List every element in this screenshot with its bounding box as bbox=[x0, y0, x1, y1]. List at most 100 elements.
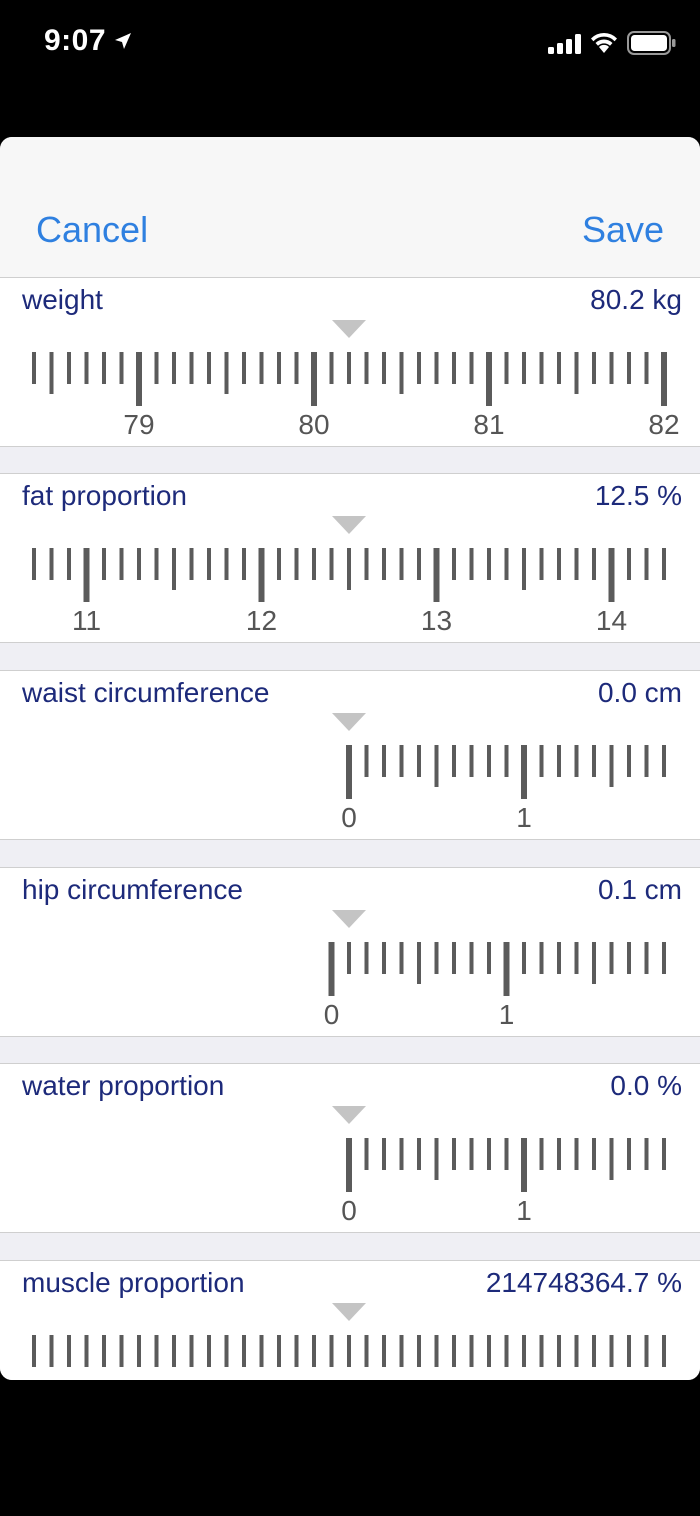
save-button[interactable]: Save bbox=[581, 209, 664, 250]
hip-circumference-label: hip circumference bbox=[22, 874, 243, 905]
ruler-tick bbox=[434, 745, 439, 787]
ruler-tick bbox=[137, 1335, 141, 1367]
ruler-tick bbox=[32, 548, 36, 580]
ruler-tick bbox=[242, 1335, 246, 1367]
ruler-tick bbox=[364, 942, 369, 974]
ruler-tick bbox=[452, 745, 456, 777]
ruler-tick bbox=[32, 352, 36, 384]
ruler-tick bbox=[136, 352, 142, 406]
muscle-proportion-ruler[interactable] bbox=[0, 1299, 700, 1380]
ruler-tick bbox=[557, 1138, 561, 1170]
ruler-tick bbox=[224, 548, 229, 580]
ruler-tick bbox=[399, 942, 404, 974]
ruler-tick bbox=[49, 548, 54, 580]
ruler-tick bbox=[84, 352, 89, 384]
ruler-tick bbox=[49, 352, 54, 394]
ruler-pointer-icon bbox=[332, 1303, 366, 1321]
ruler-tick bbox=[539, 745, 544, 777]
ruler-tick bbox=[504, 1138, 509, 1170]
ruler-tick bbox=[522, 352, 526, 384]
ruler-svg[interactable] bbox=[0, 1299, 700, 1380]
ruler-tick bbox=[67, 548, 71, 580]
ruler-tick bbox=[539, 1335, 544, 1367]
weight-ruler[interactable]: 79 80 81 82 bbox=[0, 316, 700, 446]
ruler-tick bbox=[189, 352, 194, 384]
ruler-tick bbox=[172, 1335, 176, 1367]
ruler-tick bbox=[189, 1335, 194, 1367]
ruler-tick bbox=[277, 352, 281, 384]
ruler-tick bbox=[487, 1138, 491, 1170]
ruler-tick bbox=[364, 352, 369, 384]
ruler-tick bbox=[504, 352, 509, 384]
ruler-tick bbox=[259, 352, 264, 384]
ruler-tick bbox=[503, 942, 510, 996]
ruler-tick-label: 13 bbox=[421, 605, 452, 636]
ruler-tick bbox=[67, 352, 71, 384]
navigation-bar: Cancel Save bbox=[0, 137, 700, 278]
ruler-tick bbox=[417, 548, 421, 580]
ruler-tick-label: 1 bbox=[516, 1195, 532, 1226]
ruler-tick bbox=[434, 352, 439, 384]
ruler-tick bbox=[627, 745, 631, 777]
ruler-tick bbox=[347, 548, 351, 590]
ruler-tick bbox=[224, 1335, 229, 1367]
ruler-tick bbox=[662, 942, 666, 974]
cancel-button[interactable]: Cancel bbox=[36, 209, 149, 250]
ruler-tick bbox=[504, 1335, 509, 1367]
ruler-tick bbox=[172, 352, 176, 384]
ruler-tick bbox=[312, 1335, 316, 1367]
ruler-tick bbox=[434, 1138, 439, 1180]
ruler-tick bbox=[84, 1335, 89, 1367]
ruler-tick bbox=[452, 352, 456, 384]
ruler-tick bbox=[417, 942, 421, 984]
ruler-tick bbox=[312, 548, 316, 580]
wifi-icon bbox=[589, 30, 619, 54]
ruler-tick-label: 12 bbox=[246, 605, 277, 636]
ruler-tick bbox=[661, 352, 667, 406]
weight-section: weight 80.2 kg 79 80 81 82 bbox=[0, 277, 700, 447]
edit-sheet: Cancel Save weight 80.2 kg 79 80 81 82 fat … bbox=[0, 137, 700, 1380]
location-arrow-icon bbox=[113, 31, 133, 51]
ruler-tick bbox=[137, 548, 141, 580]
ruler-tick bbox=[207, 548, 211, 580]
ruler-tick bbox=[574, 548, 579, 580]
ruler-tick bbox=[242, 548, 246, 580]
battery-icon bbox=[627, 30, 677, 56]
ruler-tick-label: 0 bbox=[324, 999, 340, 1030]
ruler-tick bbox=[557, 942, 561, 974]
ruler-tick bbox=[32, 1335, 36, 1367]
ruler-tick bbox=[83, 548, 90, 602]
ruler-tick bbox=[207, 1335, 211, 1367]
ruler-pointer-icon bbox=[332, 320, 366, 338]
fat-proportion-label: fat proportion bbox=[22, 480, 187, 511]
ruler-tick bbox=[329, 548, 334, 580]
ruler-tick bbox=[224, 352, 229, 394]
ruler-tick bbox=[609, 745, 614, 787]
ruler-tick-label: 1 bbox=[516, 802, 532, 833]
waist-circumference-label: waist circumference bbox=[22, 677, 270, 708]
ruler-tick bbox=[417, 1138, 421, 1170]
ruler-tick bbox=[119, 352, 124, 384]
ruler-tick-label: 79 bbox=[123, 409, 154, 440]
ruler-tick bbox=[539, 548, 544, 580]
ruler-tick bbox=[399, 352, 404, 394]
ruler-svg[interactable]: 79 80 81 82 bbox=[0, 316, 700, 446]
weight-value: 80.2 kg bbox=[590, 284, 682, 315]
ruler-tick bbox=[539, 352, 544, 384]
ruler-tick bbox=[574, 745, 579, 777]
ruler-tick bbox=[417, 745, 421, 777]
ruler-tick-label: 11 bbox=[72, 605, 101, 636]
ruler-tick bbox=[259, 1335, 264, 1367]
ruler-tick bbox=[399, 1335, 404, 1367]
ruler-tick bbox=[154, 1335, 159, 1367]
ruler-svg[interactable]: 11 12 13 14 bbox=[0, 512, 700, 642]
fat-proportion-ruler[interactable]: 11 12 13 14 bbox=[0, 512, 700, 642]
